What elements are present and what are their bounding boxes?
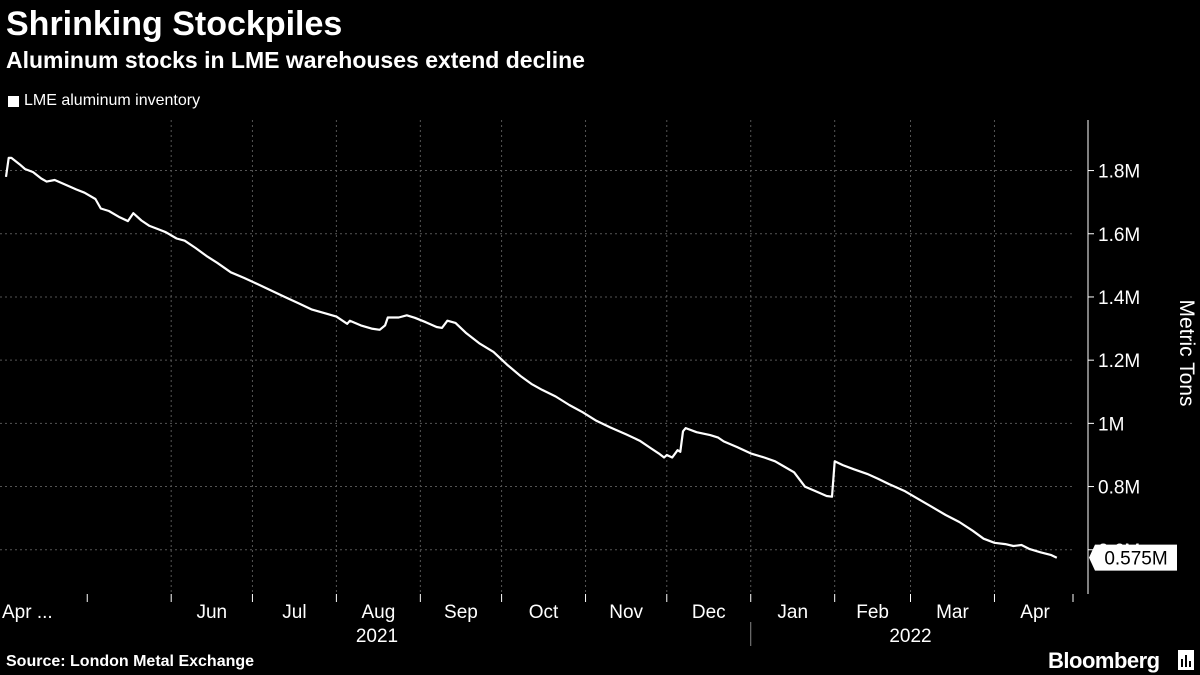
year-label: 2021 bbox=[356, 626, 398, 647]
x-tick-label: Aug bbox=[361, 602, 395, 623]
y-tick-label: 1M bbox=[1098, 414, 1124, 435]
last-value-box bbox=[1089, 544, 1177, 571]
chart-title: Shrinking Stockpiles bbox=[6, 5, 343, 43]
x-tick-label: Jun bbox=[196, 602, 227, 623]
chart-legend: LME aluminum inventory bbox=[8, 90, 200, 112]
x-tick-label: Apr bbox=[1020, 602, 1050, 623]
x-tick-label: Jan bbox=[777, 602, 808, 623]
brand-logo: Bloomberg bbox=[1048, 648, 1160, 673]
x-tick-label: Oct bbox=[529, 602, 559, 623]
year-label: 2022 bbox=[889, 626, 931, 647]
x-tick-label: Nov bbox=[609, 602, 643, 623]
x-tick-label: Sep bbox=[444, 602, 478, 623]
legend-label: LME aluminum inventory bbox=[24, 92, 201, 109]
legend-swatch bbox=[8, 95, 19, 107]
series-line bbox=[4, 156, 1058, 559]
terminal-icon bbox=[1178, 650, 1194, 670]
y-tick-label: 1.8M bbox=[1098, 162, 1140, 183]
y-tick-label: 1.4M bbox=[1098, 288, 1140, 309]
y-tick-label: 1.2M bbox=[1098, 351, 1140, 372]
chart-subtitle: Aluminum stocks in LME warehouses extend… bbox=[6, 47, 585, 73]
source-note: Source: London Metal Exchange bbox=[6, 653, 255, 670]
x-tick-label: Feb bbox=[856, 602, 889, 623]
y-axis-title: Metric Tons bbox=[1175, 300, 1198, 407]
y-tick-label: 1.6M bbox=[1098, 225, 1140, 246]
x-tick-label: Apr ... bbox=[2, 602, 53, 623]
x-tick-label: Jul bbox=[282, 602, 306, 623]
x-tick-label: Dec bbox=[692, 602, 726, 623]
x-tick-label: Mar bbox=[936, 602, 969, 623]
last-value-label: 0.575M bbox=[1104, 549, 1167, 570]
y-tick-label: 0.8M bbox=[1098, 478, 1140, 499]
